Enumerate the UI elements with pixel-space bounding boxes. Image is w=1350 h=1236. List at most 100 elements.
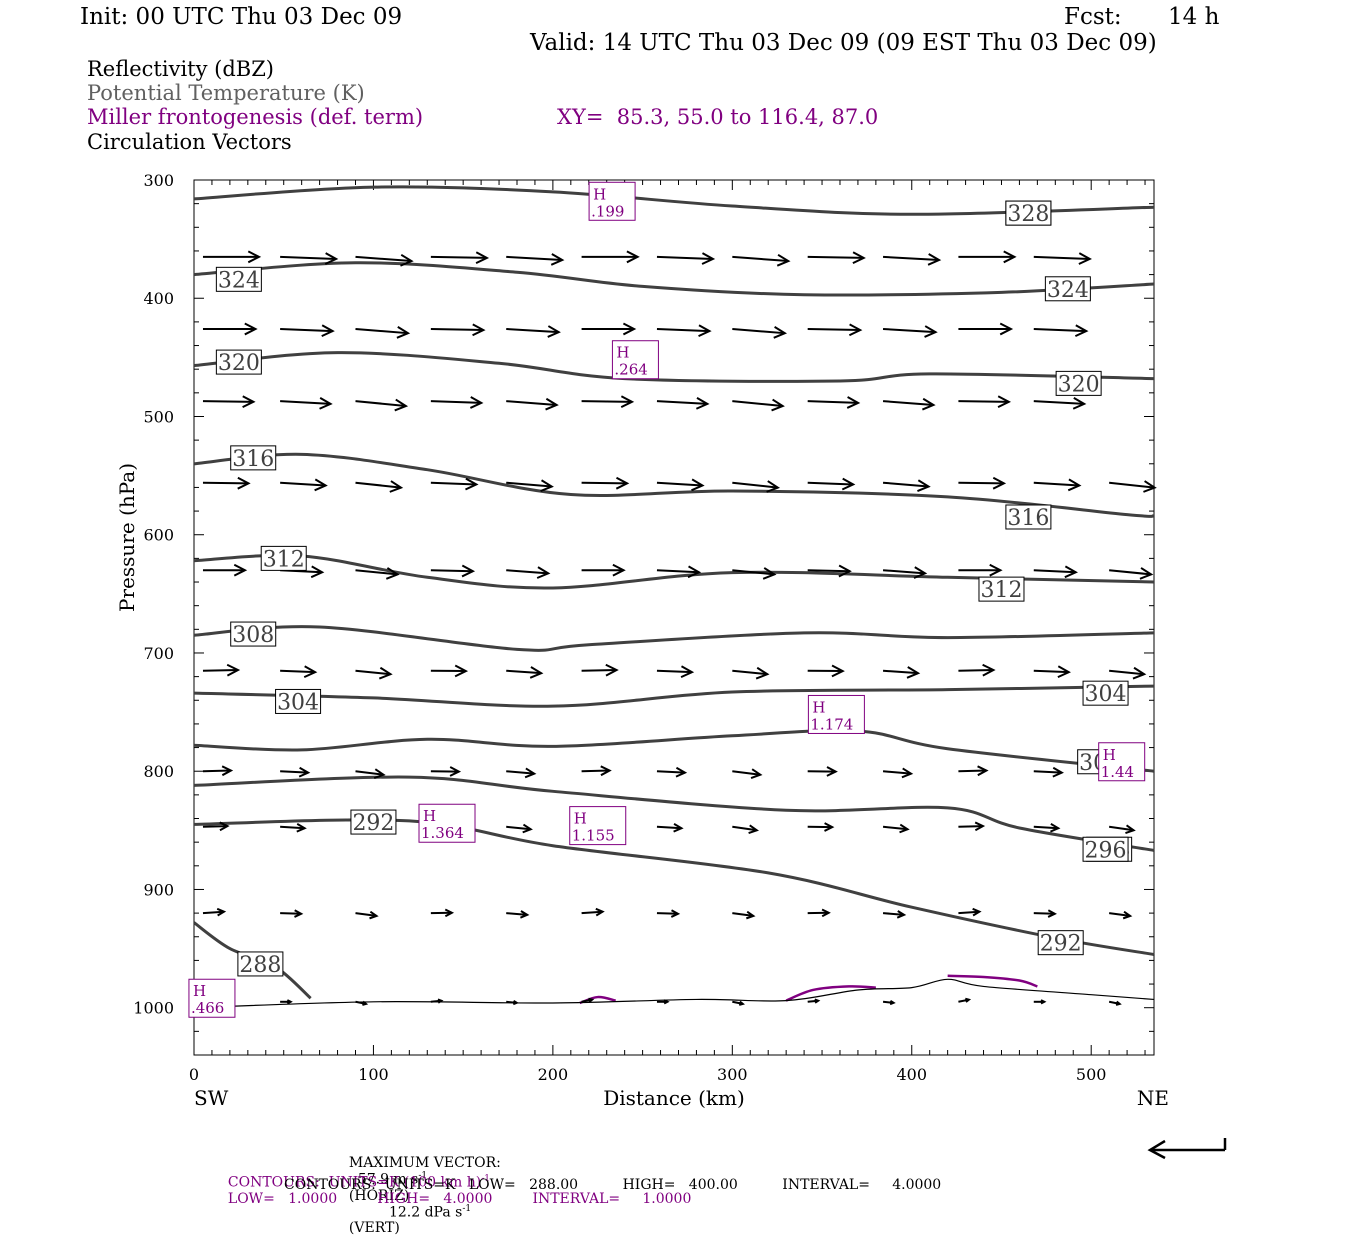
high-value-1: .264 <box>614 361 647 379</box>
theta-label-right-324: 324 <box>1047 278 1089 303</box>
theta-label-316: 316 <box>232 447 274 472</box>
theta-line-308 <box>194 627 1154 651</box>
reference-vector-arrow <box>1150 1138 1225 1158</box>
vector-shaft <box>958 771 986 772</box>
high-letter-3: H <box>1103 746 1116 764</box>
vector-shaft <box>280 401 330 404</box>
y-tick-label: 800 <box>143 762 174 781</box>
vector-shaft <box>808 401 858 403</box>
vector-shaft <box>657 329 710 331</box>
x-tick-label: 200 <box>538 1065 569 1084</box>
high-value-4: 1.364 <box>421 824 464 842</box>
cross-section-chart: 3283243203163123083043002962922883283243… <box>0 0 1350 1200</box>
vector-shaft <box>732 257 788 261</box>
fronto-contour-2 <box>948 976 1038 987</box>
vector-shaft <box>582 401 632 402</box>
vert-unit: (VERT) <box>349 1220 400 1236</box>
y-tick-label: 500 <box>143 407 174 426</box>
y-tick-label: 600 <box>143 526 174 545</box>
vector-shaft <box>808 483 854 485</box>
sw-label: SW <box>194 1086 229 1110</box>
vector-shaft <box>280 483 326 486</box>
high-letter-4: H <box>423 807 436 825</box>
y-tick-label: 400 <box>143 289 174 308</box>
high-letter-5: H <box>574 810 587 828</box>
terrain-line <box>194 979 1154 1007</box>
vector-shaft <box>657 401 707 404</box>
theta-label-320: 320 <box>218 351 260 376</box>
theta-label-292: 292 <box>352 811 394 836</box>
vector-shaft <box>582 670 617 671</box>
ne-label: NE <box>1137 1086 1169 1110</box>
vector-shaft <box>582 483 628 484</box>
high-letter-0: H <box>593 185 606 203</box>
theta-label-308: 308 <box>232 623 274 648</box>
vector-shaft <box>203 771 231 772</box>
vector-shaft <box>280 913 301 914</box>
high-value-2: 1.174 <box>810 715 853 733</box>
vector-shaft <box>203 483 249 484</box>
vector-shaft <box>958 401 1008 402</box>
vector-shaft <box>1034 913 1055 914</box>
terrain-path <box>194 979 1154 1007</box>
theta-label-324: 324 <box>218 268 260 293</box>
vector-shaft <box>732 329 785 333</box>
vector-shaft <box>203 670 238 671</box>
vector-shaft <box>280 257 336 259</box>
vector-shaft <box>431 483 477 485</box>
theta-line-300 <box>194 730 1154 771</box>
theta-label-right-304: 304 <box>1085 682 1127 707</box>
x-axis-title: Distance (km) <box>603 1086 745 1110</box>
vector-shaft <box>657 913 678 914</box>
vector-shaft <box>1034 257 1090 259</box>
x-tick-label: 400 <box>896 1065 927 1084</box>
vector-shaft <box>280 771 308 772</box>
vector-shaft <box>431 329 484 330</box>
theta-line-292 <box>194 820 1154 955</box>
vector-shaft <box>883 257 939 260</box>
x-tick-label: 100 <box>358 1065 389 1084</box>
theta-line-296 <box>194 777 1154 850</box>
x-tick-label: 0 <box>189 1065 199 1084</box>
vector-shaft <box>657 257 713 259</box>
vector-shaft <box>355 329 408 333</box>
vector-shaft <box>657 483 703 486</box>
y-tick-label: 900 <box>143 880 174 899</box>
theta-label-304: 304 <box>277 690 319 715</box>
high-value-6: .466 <box>191 999 224 1017</box>
vector-shaft <box>808 329 861 330</box>
vector-shaft <box>1034 401 1084 404</box>
theta-line-320 <box>194 353 1154 382</box>
high-value-0: .199 <box>591 202 624 220</box>
vector-shaft <box>355 257 411 261</box>
vector-shaft <box>431 401 481 403</box>
vector-shaft <box>203 401 253 402</box>
theta-label-right-316: 316 <box>1007 506 1049 531</box>
high-letter-6: H <box>193 982 206 1000</box>
vector-shaft <box>280 671 315 672</box>
y-tick-label: 300 <box>143 171 174 190</box>
fronto-contours-b: LOW= 1.0000 HIGH= 4.0000 INTERVAL= 1.000… <box>228 1191 691 1207</box>
vector-shaft <box>582 771 610 772</box>
vector-shaft <box>1034 671 1069 672</box>
theta-label-right-296: 296 <box>1085 838 1127 863</box>
high-letter-1: H <box>616 344 629 362</box>
theta-line-304 <box>194 686 1154 706</box>
vector-shaft <box>1034 483 1080 486</box>
theta-label-288: 288 <box>239 953 281 978</box>
x-tick-label: 500 <box>1076 1065 1107 1084</box>
vector-shaft <box>958 483 1004 484</box>
theta-label-right-312: 312 <box>980 578 1022 603</box>
vector-shaft <box>808 257 864 258</box>
axis-ticks <box>194 180 1154 1055</box>
high-value-3: 1.44 <box>1101 763 1134 781</box>
max-vector-vert: 12.2 dPa s <box>389 1204 462 1220</box>
theta-label-312: 312 <box>263 547 305 572</box>
vector-shaft <box>431 570 473 571</box>
vector-shaft <box>506 329 559 332</box>
y-tick-label: 1000 <box>133 999 174 1018</box>
vector-shaft <box>958 670 993 671</box>
vector-shaft <box>958 826 983 827</box>
footer-theta-contours: CONTOURS: UNITS=K LOW= 288.00 HIGH= 400.… <box>284 1177 941 1193</box>
fronto-contour-1 <box>786 986 876 1000</box>
